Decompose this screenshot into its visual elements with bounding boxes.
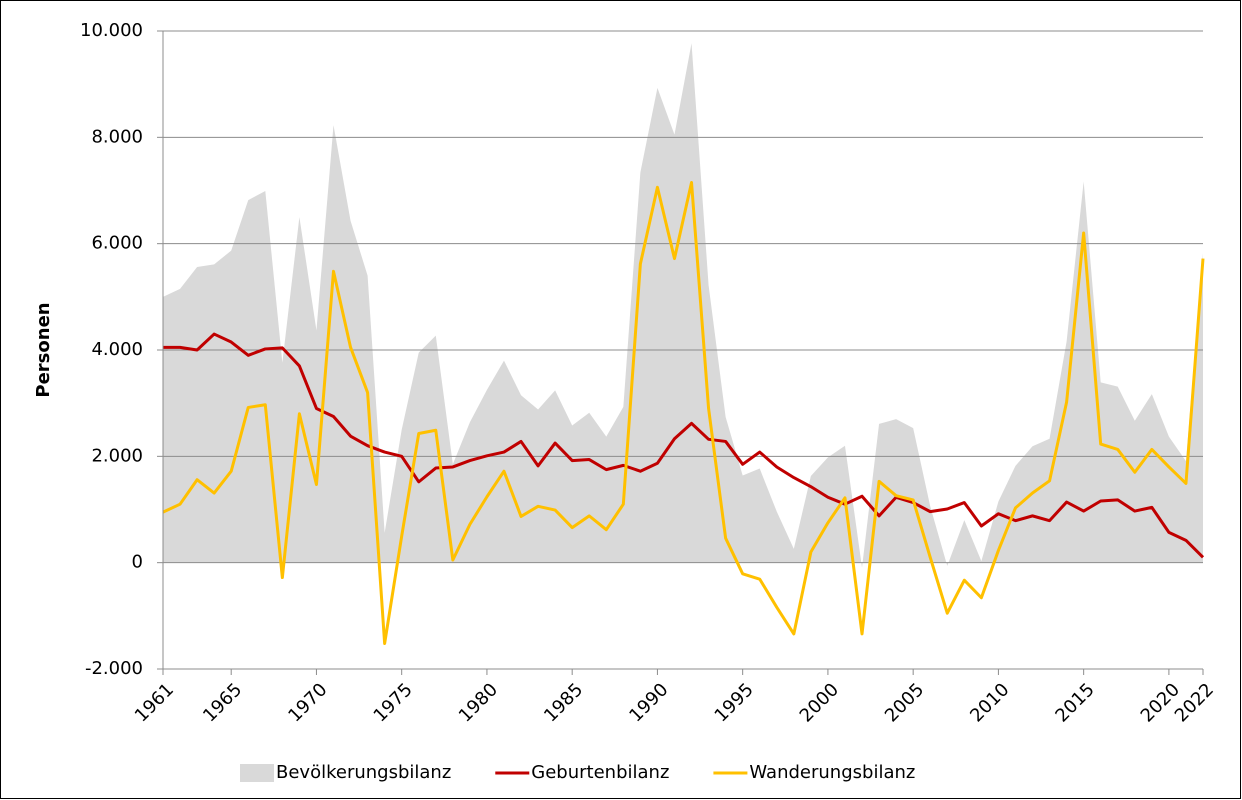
grid	[163, 30, 1203, 670]
y-tick-label: -2.000	[85, 658, 143, 679]
y-tick-label: 8.000	[91, 126, 143, 147]
y-tick-label: 10.000	[80, 20, 143, 41]
areas	[163, 43, 1203, 568]
line	[163, 332, 1205, 559]
line	[162, 181, 1205, 645]
legend-swatch	[240, 764, 274, 782]
legend: Bevölkerungsbilanz Geburtenbilanz Wanderun…	[240, 762, 915, 783]
area	[163, 43, 1203, 568]
lines	[162, 181, 1205, 645]
legend-label: Bevölkerungsbilanz	[276, 762, 451, 783]
legend-label: Wanderungsbilanz	[749, 762, 915, 783]
y-tick-label: 0	[132, 552, 143, 573]
y-tick-label: 4.000	[91, 339, 143, 360]
y-tick-label: 2.000	[91, 445, 143, 466]
legend-label: Geburtenbilanz	[531, 762, 669, 783]
y-tick-label: 6.000	[91, 233, 143, 254]
y-axis-label: Personen	[33, 302, 54, 397]
